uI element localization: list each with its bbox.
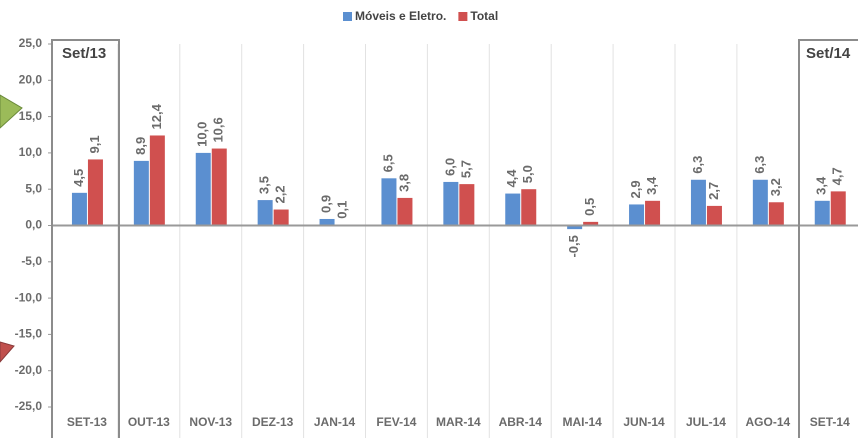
data-label: 3,4 bbox=[814, 176, 829, 195]
data-label: 8,9 bbox=[133, 137, 148, 155]
data-label: 0,5 bbox=[582, 198, 597, 216]
legend-swatch bbox=[458, 12, 468, 21]
data-label: 3,2 bbox=[768, 178, 783, 196]
decor-triangle bbox=[0, 94, 23, 129]
legend-swatch bbox=[343, 12, 352, 21]
x-tick-label: NOV-13 bbox=[189, 415, 232, 429]
legend-label: Móveis e Eletro. bbox=[355, 9, 446, 23]
data-label: 2,7 bbox=[706, 182, 721, 200]
x-tick-label: AGO-14 bbox=[746, 415, 791, 429]
bar bbox=[273, 209, 289, 226]
data-label: 4,5 bbox=[71, 169, 86, 187]
bar bbox=[257, 200, 273, 226]
bar bbox=[397, 197, 413, 226]
data-label: 2,2 bbox=[273, 185, 288, 203]
bar bbox=[645, 200, 661, 226]
data-label: 5,0 bbox=[520, 165, 535, 183]
x-tick-label: MAI-14 bbox=[562, 415, 602, 429]
y-tick-label: 25,0 bbox=[19, 36, 43, 50]
y-tick-label: -10,0 bbox=[15, 290, 43, 304]
x-tick-label: JUL-14 bbox=[686, 415, 726, 429]
x-tick-label: SET-14 bbox=[810, 415, 850, 429]
legend-label: Total bbox=[470, 9, 498, 23]
data-label: 0,9 bbox=[318, 195, 333, 213]
annotation: Set/13 bbox=[62, 45, 106, 62]
data-label: 4,4 bbox=[504, 169, 519, 188]
bar bbox=[381, 178, 397, 226]
data-label: 6,0 bbox=[442, 158, 457, 176]
x-tick-label: SET-13 bbox=[67, 415, 107, 429]
y-tick-label: -5,0 bbox=[21, 254, 42, 268]
bar bbox=[583, 221, 599, 226]
bar bbox=[195, 152, 211, 226]
bar bbox=[752, 179, 768, 226]
x-tick-label: ABR-14 bbox=[499, 415, 543, 429]
y-tick-label: -20,0 bbox=[15, 363, 43, 377]
annotation: Set/14 bbox=[806, 45, 851, 62]
x-tick-label: JAN-14 bbox=[314, 415, 356, 429]
y-tick-label: -15,0 bbox=[15, 327, 43, 341]
y-tick-label: 5,0 bbox=[25, 181, 42, 195]
bar bbox=[629, 204, 645, 226]
x-tick-label: DEZ-13 bbox=[252, 415, 294, 429]
highlight-box bbox=[51, 39, 120, 438]
data-label: 3,8 bbox=[396, 174, 411, 192]
bar bbox=[768, 202, 784, 226]
y-tick-label: 0,0 bbox=[25, 218, 42, 232]
y-tick-label: 15,0 bbox=[19, 109, 43, 123]
y-tick-label: 10,0 bbox=[19, 145, 43, 159]
y-tick-label: -25,0 bbox=[15, 399, 43, 413]
data-label: 2,9 bbox=[628, 180, 643, 198]
bar bbox=[706, 205, 722, 226]
bar bbox=[690, 179, 706, 226]
x-tick-label: FEV-14 bbox=[376, 415, 416, 429]
bar bbox=[521, 189, 537, 226]
x-tick-label: OUT-13 bbox=[128, 415, 170, 429]
data-label: 3,5 bbox=[257, 176, 272, 194]
bar bbox=[567, 225, 583, 230]
bar bbox=[133, 160, 149, 226]
bar bbox=[830, 191, 846, 226]
data-label: 3,4 bbox=[644, 176, 659, 195]
data-label: 6,5 bbox=[380, 154, 395, 172]
data-label: 10,6 bbox=[211, 117, 226, 142]
data-label: 6,3 bbox=[690, 156, 705, 174]
data-label: 4,7 bbox=[830, 167, 845, 185]
bar bbox=[71, 192, 87, 226]
bar bbox=[87, 159, 103, 226]
bar bbox=[443, 181, 459, 226]
data-label: 12,4 bbox=[149, 103, 164, 129]
data-label: 0,1 bbox=[334, 201, 349, 219]
data-label: 6,3 bbox=[752, 156, 767, 174]
bar bbox=[459, 184, 475, 226]
highlight-box bbox=[798, 39, 858, 438]
y-tick-label: 20,0 bbox=[19, 72, 43, 86]
x-tick-label: JUN-14 bbox=[623, 415, 665, 429]
data-label: -0,5 bbox=[566, 235, 581, 257]
bar bbox=[149, 135, 165, 226]
decor-triangle bbox=[0, 341, 15, 363]
bar bbox=[319, 218, 335, 226]
x-tick-label: MAR-14 bbox=[436, 415, 481, 429]
bar bbox=[814, 200, 830, 226]
data-label: 10,0 bbox=[195, 122, 210, 147]
data-label: 9,1 bbox=[87, 135, 102, 153]
bar bbox=[211, 148, 227, 226]
data-label: 5,7 bbox=[458, 160, 473, 178]
bar bbox=[505, 193, 521, 226]
